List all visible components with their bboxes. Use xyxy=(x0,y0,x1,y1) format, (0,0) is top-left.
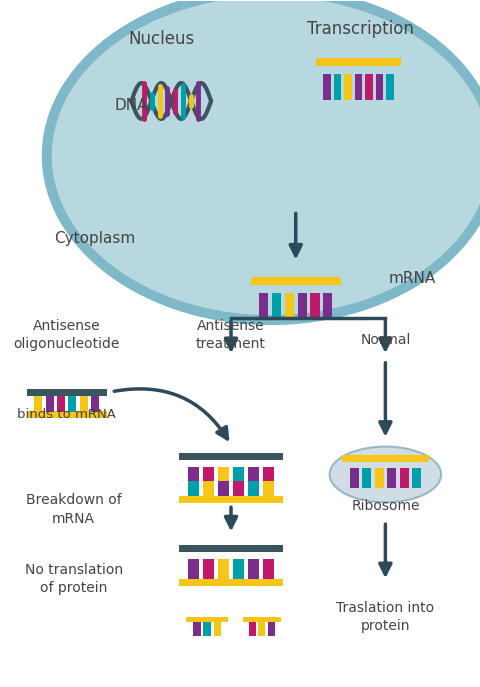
Bar xyxy=(218,482,229,497)
Bar xyxy=(46,396,54,412)
Bar xyxy=(204,466,214,482)
Text: Antisense
treatment: Antisense treatment xyxy=(196,319,266,351)
Ellipse shape xyxy=(330,447,441,502)
Bar xyxy=(263,482,274,497)
Text: Nucleus: Nucleus xyxy=(128,30,194,48)
Text: No translation
of protein: No translation of protein xyxy=(24,563,123,595)
Text: Breakdown of
mRNA: Breakdown of mRNA xyxy=(26,493,121,526)
Bar xyxy=(27,389,107,396)
Ellipse shape xyxy=(52,0,480,315)
Bar xyxy=(91,396,99,412)
Bar xyxy=(268,622,275,635)
Text: Normal: Normal xyxy=(360,333,410,347)
Bar xyxy=(311,293,320,319)
Bar xyxy=(243,617,281,622)
Bar xyxy=(248,559,259,579)
Bar xyxy=(263,466,274,482)
Bar xyxy=(203,622,211,635)
Ellipse shape xyxy=(42,0,480,325)
Bar xyxy=(298,293,307,319)
Bar xyxy=(259,293,268,319)
Bar xyxy=(272,293,281,319)
Bar xyxy=(218,559,229,579)
Bar xyxy=(374,469,384,488)
Bar xyxy=(248,466,259,482)
Bar xyxy=(316,58,401,66)
Bar xyxy=(204,559,214,579)
Bar xyxy=(386,74,394,100)
Bar xyxy=(412,469,421,488)
Bar xyxy=(233,482,244,497)
Text: DNA: DNA xyxy=(115,98,148,113)
Bar xyxy=(80,396,88,412)
Bar xyxy=(323,74,331,100)
Text: Traslation into
protein: Traslation into protein xyxy=(336,600,434,633)
Bar xyxy=(189,482,199,497)
Text: Antisense
oligonucleotide: Antisense oligonucleotide xyxy=(13,319,120,351)
Bar xyxy=(249,622,256,635)
Bar xyxy=(179,579,283,586)
Bar xyxy=(248,482,259,497)
Bar xyxy=(362,469,371,488)
Bar xyxy=(285,293,294,319)
Bar xyxy=(189,466,199,482)
Bar xyxy=(179,453,283,460)
Text: mRNA: mRNA xyxy=(388,271,436,286)
Bar xyxy=(400,469,408,488)
Bar xyxy=(179,497,283,504)
Bar xyxy=(189,559,199,579)
Bar xyxy=(193,622,201,635)
Bar xyxy=(365,74,373,100)
Text: Transcription: Transcription xyxy=(307,21,414,38)
Bar xyxy=(233,559,244,579)
Bar xyxy=(387,469,396,488)
Bar xyxy=(34,396,42,412)
Bar xyxy=(376,74,384,100)
Bar xyxy=(355,74,362,100)
Bar xyxy=(27,411,107,418)
Bar xyxy=(258,622,265,635)
Bar xyxy=(218,466,229,482)
Bar xyxy=(233,466,244,482)
Bar xyxy=(323,293,332,319)
Text: Cytoplasm: Cytoplasm xyxy=(54,231,135,246)
Text: Ribosome: Ribosome xyxy=(351,499,420,513)
Bar xyxy=(214,622,221,635)
Bar xyxy=(204,482,214,497)
Bar xyxy=(251,278,341,285)
Bar xyxy=(263,559,274,579)
Bar xyxy=(179,545,283,552)
Text: binds to mRNA: binds to mRNA xyxy=(17,408,116,421)
Bar xyxy=(68,396,76,412)
Bar xyxy=(334,74,341,100)
Bar xyxy=(186,617,228,622)
Bar xyxy=(342,455,429,462)
Bar xyxy=(344,74,352,100)
Bar xyxy=(349,469,359,488)
Bar xyxy=(57,396,65,412)
